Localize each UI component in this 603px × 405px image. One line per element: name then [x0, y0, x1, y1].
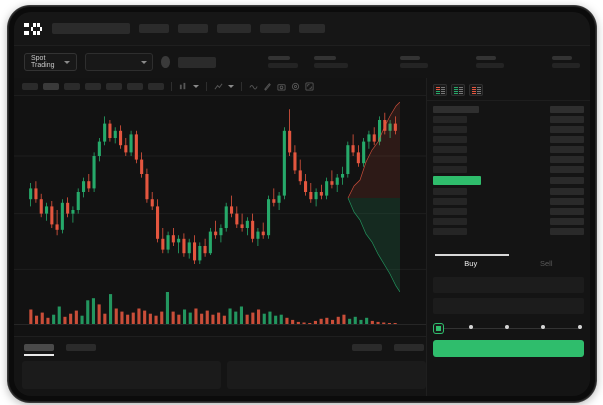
percent-stop-25[interactable] — [469, 325, 473, 329]
timeframe-6[interactable] — [127, 83, 143, 90]
orderbook-view-bids-icon[interactable] — [451, 84, 465, 96]
price-input[interactable] — [433, 277, 584, 293]
orderbook-view-toggles — [427, 78, 590, 101]
bottom-action-2[interactable] — [394, 343, 424, 351]
pair-avatar — [160, 56, 171, 68]
nav-item-3[interactable] — [217, 24, 251, 33]
timeframe-7[interactable] — [148, 83, 164, 90]
orderbook[interactable] — [427, 102, 590, 274]
bottom-card-1[interactable] — [22, 361, 221, 389]
okx-logo-x — [37, 22, 42, 35]
timeframe-1[interactable] — [22, 83, 38, 90]
volume-histogram — [14, 292, 434, 325]
fullscreen-icon[interactable] — [305, 82, 314, 91]
market-type-select[interactable]: Spot Trading — [24, 53, 78, 71]
orderbook-ask-row[interactable] — [433, 116, 584, 123]
okx-logo-k — [30, 22, 36, 35]
chart-toolbar — [14, 78, 434, 96]
drawing-tool-icon[interactable] — [263, 82, 272, 91]
orderbook-bid-row[interactable] — [433, 218, 584, 225]
chevron-down-icon — [140, 60, 147, 64]
nav-item-1[interactable] — [139, 24, 169, 33]
depth-overlay — [347, 102, 400, 292]
line-tool-icon[interactable] — [249, 82, 258, 91]
indicators-dropdown-icon[interactable] — [228, 85, 234, 88]
bottom-tab-order-history[interactable] — [66, 343, 96, 351]
ticker-stat-high — [400, 56, 428, 68]
pair-name-label — [178, 56, 216, 68]
settings-icon[interactable] — [291, 82, 300, 91]
nav-item-5[interactable] — [299, 24, 325, 33]
toolbar-divider — [171, 82, 172, 91]
percent-stop-75[interactable] — [541, 325, 545, 329]
pair-select[interactable] — [85, 53, 153, 71]
nav-item-2[interactable] — [178, 24, 208, 33]
timeframe-5[interactable] — [106, 83, 122, 90]
percent-stop-100[interactable] — [578, 325, 582, 329]
orders-tabs — [14, 337, 434, 357]
trade-form: Buy Sell — [427, 254, 590, 396]
app-header — [14, 12, 590, 46]
camera-icon[interactable] — [277, 82, 286, 91]
orderbook-view-asks-icon[interactable] — [469, 84, 483, 96]
bottom-action-1[interactable] — [352, 343, 382, 351]
orderbook-spread-row — [433, 176, 584, 185]
timeframe-2[interactable] — [43, 83, 59, 90]
indicators-icon[interactable] — [214, 82, 223, 91]
bottom-card-2[interactable] — [227, 361, 426, 389]
orderbook-view-both-icon[interactable] — [433, 84, 447, 96]
orders-panel — [14, 336, 434, 396]
timeframe-3[interactable] — [64, 83, 80, 90]
orderbook-ask-row[interactable] — [433, 146, 584, 153]
buy-sell-active-indicator — [435, 254, 509, 256]
percent-stop-50[interactable] — [505, 325, 509, 329]
chevron-down-icon — [64, 60, 71, 64]
ticker-stat-price — [268, 56, 298, 68]
orderbook-bid-row[interactable] — [433, 188, 584, 195]
tab-sell[interactable]: Sell — [539, 258, 553, 268]
orderbook-header-row — [433, 106, 584, 113]
okx-logo-o — [24, 22, 29, 35]
orderbook-ask-row[interactable] — [433, 166, 584, 173]
timeframe-4[interactable] — [85, 83, 101, 90]
buy-sell-tabs: Buy Sell — [433, 254, 584, 272]
orderbook-bid-row[interactable] — [433, 198, 584, 205]
price-chart[interactable] — [14, 96, 434, 336]
okx-logo[interactable] — [24, 22, 42, 35]
orderbook-bid-row[interactable] — [433, 208, 584, 215]
ticker-stat-volume — [552, 56, 580, 68]
orderbook-ask-row[interactable] — [433, 156, 584, 163]
chart-type-icon[interactable] — [179, 82, 188, 91]
orderbook-ask-row[interactable] — [433, 126, 584, 133]
submit-order-button[interactable] — [433, 340, 584, 357]
chart-type-dropdown-icon[interactable] — [193, 85, 199, 88]
percent-slider[interactable] — [433, 323, 584, 333]
orderbook-bid-row[interactable] — [433, 228, 584, 235]
percent-slider-handle[interactable] — [434, 323, 443, 333]
orders-content — [14, 357, 434, 389]
header-search-input[interactable] — [52, 23, 130, 34]
orderbook-trade-panel: Buy Sell — [426, 78, 590, 396]
amount-input[interactable] — [433, 298, 584, 314]
toolbar-divider — [206, 82, 207, 91]
toolbar-divider — [241, 82, 242, 91]
device-frame: Spot Trading — [8, 6, 596, 402]
ticker-stat-low — [476, 56, 504, 68]
nav-item-4[interactable] — [260, 24, 290, 33]
ticker-stat-change — [314, 56, 348, 68]
active-tab-indicator — [24, 354, 54, 356]
bottom-tab-open-orders[interactable] — [24, 343, 54, 351]
orderbook-ask-row[interactable] — [433, 136, 584, 143]
candlestick-series — [14, 109, 434, 270]
tab-buy[interactable]: Buy — [464, 258, 478, 268]
market-subbar: Spot Trading — [14, 46, 590, 78]
app-screen: Spot Trading — [14, 12, 590, 396]
market-type-label: Spot Trading — [31, 55, 55, 69]
